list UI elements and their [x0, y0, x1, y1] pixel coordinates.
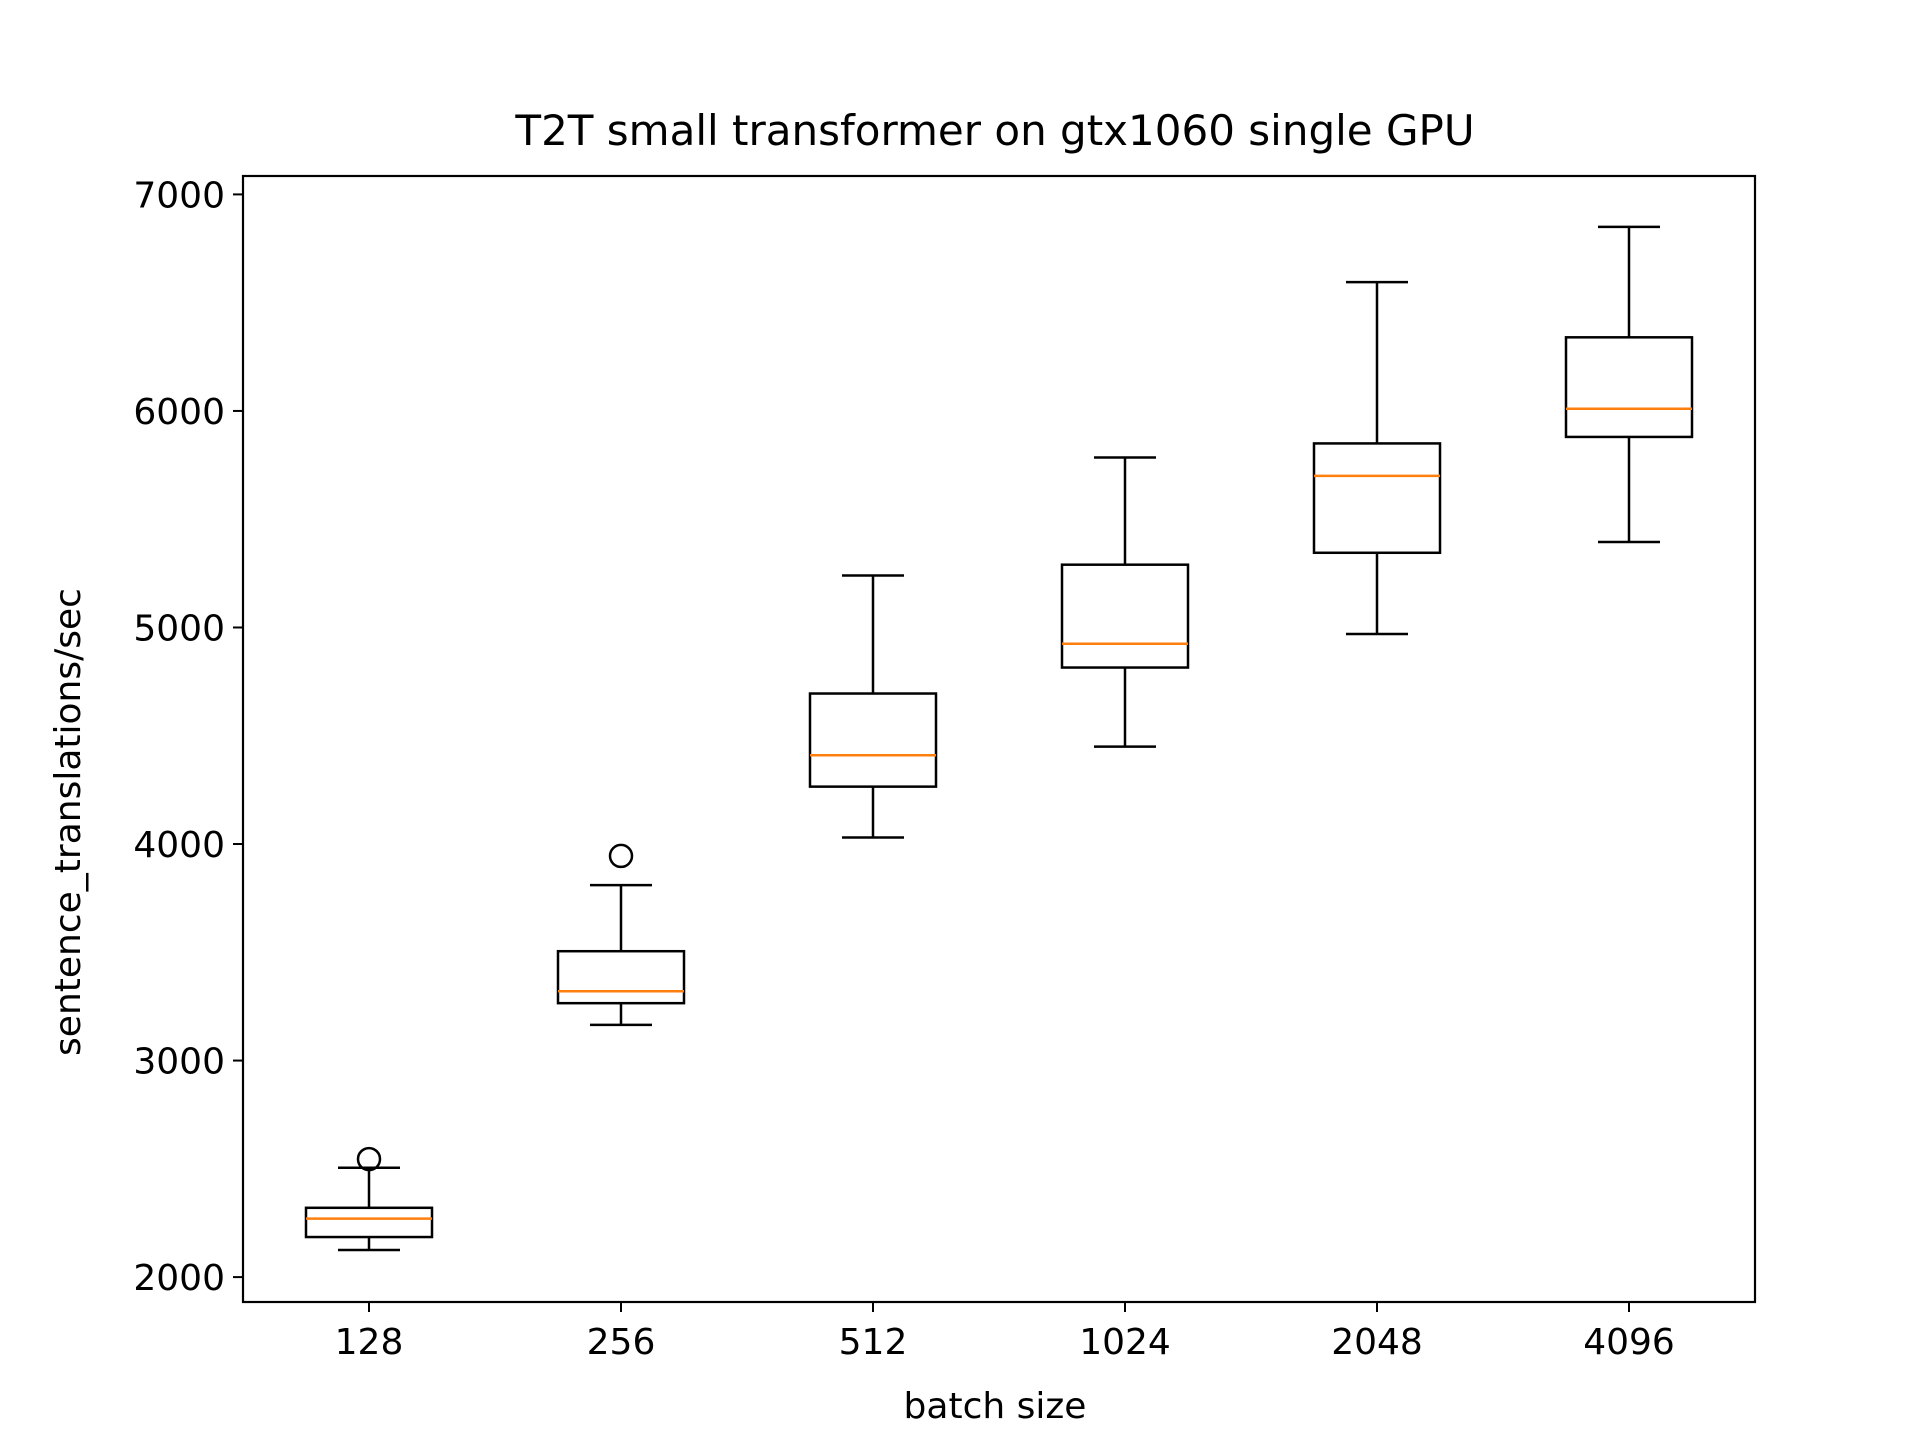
- outlier-point: [356, 1146, 382, 1172]
- chart-title: T2T small transformer on gtx1060 single …: [514, 106, 1474, 155]
- y-tick-label: 5000: [133, 608, 225, 649]
- box-iqr: [808, 692, 938, 788]
- x-tick-label: 2048: [1331, 1322, 1423, 1363]
- x-axis-label: batch size: [904, 1386, 1087, 1427]
- box-iqr: [1060, 563, 1190, 669]
- x-tick-label: 512: [839, 1322, 908, 1363]
- x-tick-label: 1024: [1079, 1322, 1171, 1363]
- x-tick-label: 4096: [1583, 1322, 1675, 1363]
- y-tick-label: 6000: [133, 392, 225, 433]
- outlier-point: [608, 843, 634, 869]
- plot-area: 2000 3000 4000 5000 6000 7000 128 256 512 1024 204…: [133, 174, 1757, 1363]
- y-tick-label: 2000: [133, 1258, 225, 1299]
- box-iqr: [304, 1206, 434, 1239]
- box-iqr: [556, 949, 686, 1005]
- y-axis-label: sentence_translations/sec: [48, 588, 89, 1056]
- x-tick-label: 256: [587, 1322, 656, 1363]
- box-iqr: [1312, 442, 1442, 555]
- y-tick-label: 7000: [133, 175, 225, 216]
- y-tick-label: 3000: [133, 1042, 225, 1083]
- box-iqr: [1564, 336, 1694, 439]
- x-tick-label: 128: [335, 1322, 404, 1363]
- y-tick-label: 4000: [133, 825, 225, 866]
- plot-frame: [241, 174, 1757, 1304]
